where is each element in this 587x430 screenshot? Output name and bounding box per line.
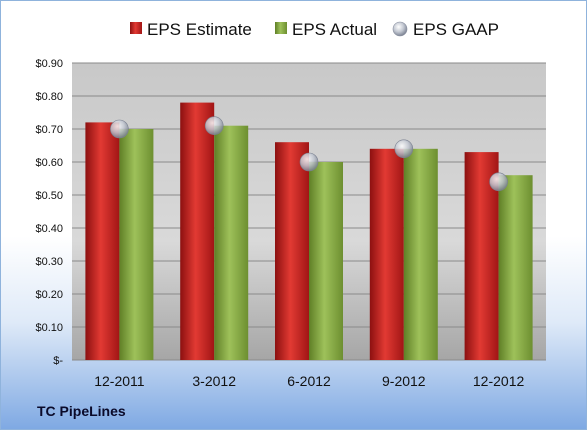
legend-label-estimate: EPS Estimate: [147, 20, 252, 39]
company-name: TC PipeLines: [37, 403, 126, 419]
point-gaap-6-2012: [299, 152, 319, 172]
x-tick-label: 3-2012: [192, 373, 236, 389]
y-tick-label: $0.30: [35, 256, 63, 268]
x-tick-label: 12-2012: [473, 373, 525, 389]
legend-label-actual: EPS Actual: [292, 20, 377, 39]
bar-actual-9-2012: [403, 148, 438, 360]
x-tick-label: 6-2012: [287, 373, 331, 389]
point-gaap-3-2012: [204, 116, 224, 135]
point-gaap-12-2012: [489, 172, 508, 192]
bar-estimate-12-2011: [85, 122, 120, 361]
y-axis: $0.90 $0.80 $0.70 $0.60 $0.50 $0.40 $0.30 $0.20…: [35, 58, 63, 367]
bar-estimate-9-2012: [369, 148, 404, 360]
bar-actual-3-2012: [214, 125, 249, 360]
gaap-points: [110, 116, 508, 192]
x-axis: 12-2011 3-2012 6-2012 9-2012 12-2012: [94, 373, 524, 389]
bar-estimate-6-2012: [275, 142, 309, 360]
bar-actual-12-2012: [498, 175, 533, 360]
bars: [85, 102, 533, 361]
point-gaap-12-2011: [110, 119, 129, 139]
y-tick-label: $0.70: [35, 124, 63, 136]
legend-swatch-gaap: [392, 21, 408, 37]
point-gaap-9-2012: [394, 139, 414, 159]
y-tick-label: $0.40: [35, 223, 63, 235]
legend-swatch-estimate: [130, 22, 142, 34]
y-tick-label: $0.20: [35, 289, 63, 301]
bar-actual-6-2012: [309, 162, 343, 360]
legend-label-gaap: EPS GAAP: [413, 20, 499, 39]
y-tick-label: $-: [53, 355, 63, 367]
y-tick-label: $0.90: [35, 58, 63, 70]
legend-swatch-actual: [275, 22, 287, 34]
x-tick-label: 12-2011: [94, 373, 145, 389]
bar-estimate-3-2012: [180, 102, 215, 360]
y-tick-label: $0.50: [35, 190, 63, 202]
legend: EPS Estimate EPS Actual EPS GAAP: [130, 20, 499, 39]
x-tick-label: 9-2012: [382, 373, 426, 389]
bar-actual-12-2011: [119, 129, 154, 360]
y-tick-label: $0.10: [35, 322, 63, 334]
y-tick-label: $0.80: [35, 91, 63, 103]
y-tick-label: $0.60: [35, 157, 63, 169]
